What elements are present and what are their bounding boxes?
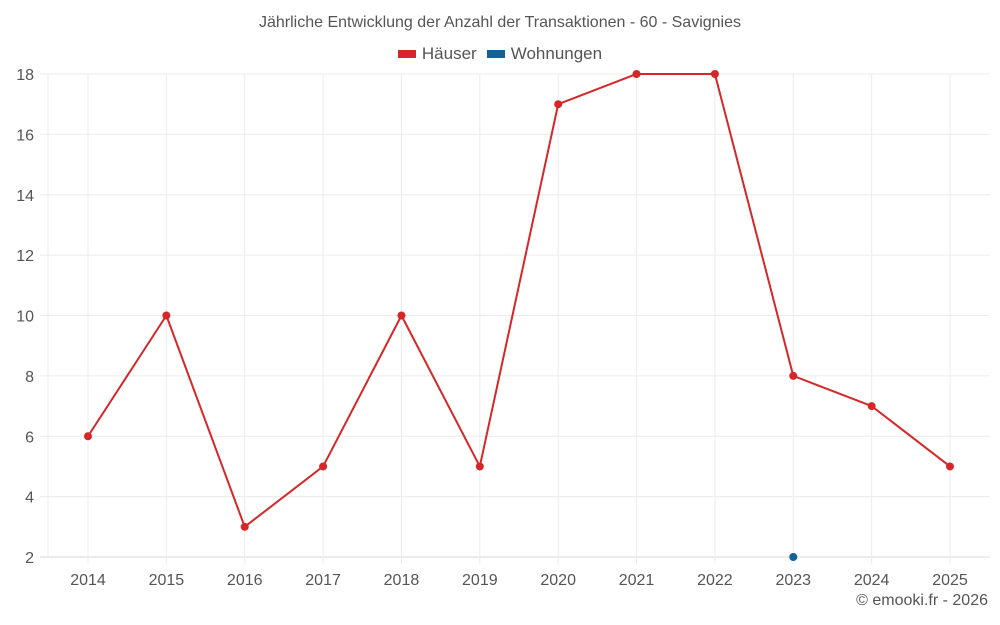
y-tick-label: 12 [16, 248, 34, 265]
y-tick-label: 14 [16, 188, 34, 205]
y-tick-label: 18 [16, 67, 34, 84]
data-point-huser[interactable] [946, 462, 954, 471]
data-point-huser[interactable] [397, 311, 406, 320]
legend-swatch-wohnungen [486, 50, 505, 58]
chart-legend: Häuser Wohnungen [0, 44, 1000, 64]
data-point-huser[interactable] [789, 371, 798, 380]
legend-swatch-haeuser [397, 50, 416, 58]
legend-item-wohnungen[interactable]: Wohnungen [486, 44, 603, 64]
x-tick-label: 2015 [149, 572, 185, 589]
x-tick-label: 2022 [697, 572, 733, 589]
x-axis: 2014 2015 2016 2017 2018 2019 2020 2021 2022 2023… [70, 572, 968, 589]
x-tick-label: 2024 [854, 572, 890, 589]
y-tick-label: 16 [16, 127, 34, 144]
x-tick-label: 2023 [775, 572, 811, 589]
y-axis: 2 4 6 8 10 12 14 16 18 [16, 67, 34, 567]
data-point-huser[interactable] [632, 70, 641, 78]
data-point-huser[interactable] [240, 522, 249, 531]
y-tick-label: 8 [25, 369, 34, 386]
data-point-huser[interactable] [710, 70, 719, 78]
grid-lines [40, 73, 990, 564]
data-point-huser[interactable] [867, 402, 876, 411]
copyright-credit: © emooki.fr - 2026 [856, 592, 988, 609]
data-point-huser[interactable] [162, 311, 171, 320]
x-tick-label: 2021 [619, 572, 655, 589]
y-tick-label: 6 [25, 429, 34, 446]
data-point-huser[interactable] [319, 462, 328, 471]
series-line-huser [87, 73, 951, 528]
legend-label-haeuser: Häuser [421, 44, 477, 63]
chart-title: Jährliche Entwicklung der Anzahl der Tra… [258, 14, 742, 31]
data-series [84, 70, 954, 561]
x-tick-label: 2014 [70, 572, 106, 589]
y-tick-label: 4 [25, 490, 34, 507]
legend-item-haeuser[interactable]: Häuser [397, 44, 477, 64]
x-tick-label: 2017 [305, 572, 341, 589]
x-tick-label: 2018 [384, 572, 420, 589]
data-point-huser[interactable] [475, 462, 484, 471]
x-tick-label: 2016 [227, 572, 263, 589]
data-point-huser[interactable] [84, 432, 92, 441]
y-tick-label: 10 [16, 309, 34, 326]
x-tick-label: 2025 [932, 572, 968, 589]
x-tick-label: 2019 [462, 572, 498, 589]
data-point-wohnungen[interactable] [789, 553, 798, 561]
data-point-huser[interactable] [554, 100, 563, 109]
y-tick-label: 2 [25, 550, 34, 567]
legend-label-wohnungen: Wohnungen [510, 44, 603, 63]
x-tick-label: 2020 [540, 572, 576, 589]
